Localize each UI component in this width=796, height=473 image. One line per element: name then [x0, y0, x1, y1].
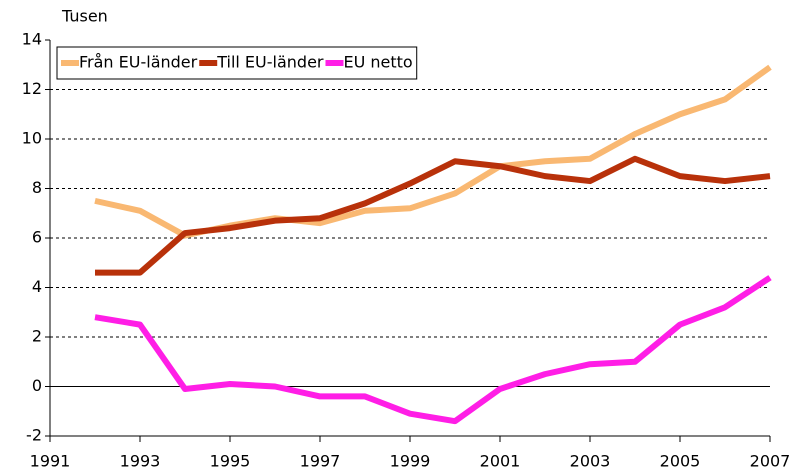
y-tick-label: 8 — [32, 178, 42, 197]
x-tick-label: 1997 — [300, 452, 341, 471]
x-tick-label: 1993 — [120, 452, 161, 471]
y-tick-label: 14 — [22, 30, 42, 49]
x-tick-label: 1995 — [210, 452, 251, 471]
x-tick-label: 1991 — [30, 452, 71, 471]
y-tick-label: 12 — [22, 79, 42, 98]
legend-label: EU netto — [343, 53, 412, 72]
y-tick-label: 0 — [32, 376, 42, 395]
y-tick-label: 6 — [32, 228, 42, 247]
x-tick-label: 1999 — [390, 452, 431, 471]
x-tick-label: 2003 — [570, 452, 611, 471]
series-line — [94, 275, 772, 425]
y-tick-label: 10 — [22, 129, 42, 148]
x-tick-label: 2005 — [660, 452, 701, 471]
y-tick-label: 4 — [32, 277, 42, 296]
legend-label: Till EU-länder — [216, 53, 324, 72]
y-tick-label: 2 — [32, 327, 42, 346]
x-tick-label: 2007 — [750, 452, 791, 471]
legend-box — [56, 46, 418, 80]
series-line — [95, 155, 771, 276]
legend-label: Från EU-länder — [79, 53, 198, 72]
y-tick-label: -2 — [26, 426, 42, 445]
y-axis-label: Tusen — [61, 7, 108, 26]
x-tick-label: 2001 — [480, 452, 521, 471]
series-line — [94, 64, 772, 239]
